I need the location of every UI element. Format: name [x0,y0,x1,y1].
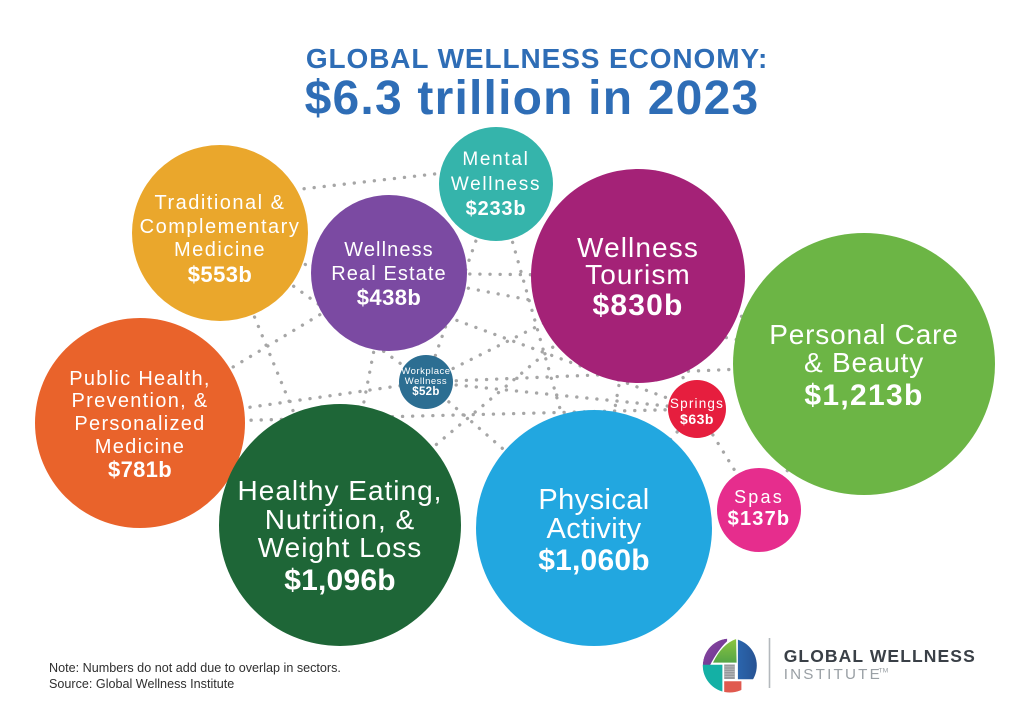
svg-text:GLOBAL WELLNESS: GLOBAL WELLNESS [784,646,976,666]
svg-text:TM: TM [879,668,889,675]
svg-text:INSTITUTE: INSTITUTE [784,666,882,683]
